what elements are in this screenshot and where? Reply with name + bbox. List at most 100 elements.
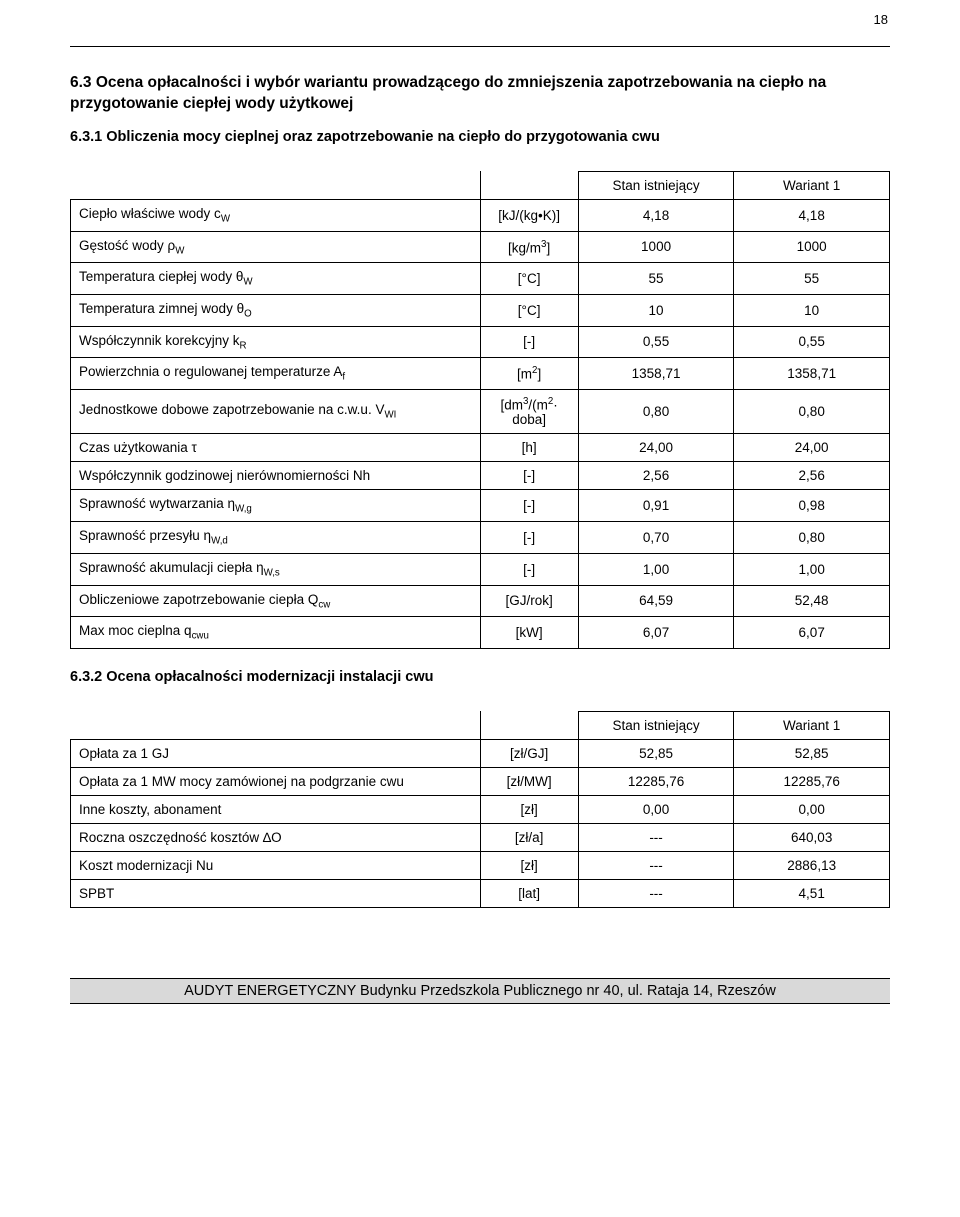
row-label: Opłata za 1 GJ <box>71 739 481 767</box>
row-value-stan: 0,00 <box>578 795 734 823</box>
row-label: Inne koszty, abonament <box>71 795 481 823</box>
table-row: Obliczeniowe zapotrzebowanie ciepła Qcw[… <box>71 585 890 617</box>
row-unit: [zł] <box>480 851 578 879</box>
row-value-wariant: 640,03 <box>734 823 890 851</box>
table-row: Współczynnik korekcyjny kR[-]0,550,55 <box>71 326 890 358</box>
row-value-wariant: 2886,13 <box>734 851 890 879</box>
row-value-stan: 4,18 <box>578 199 734 231</box>
row-value-stan: 2,56 <box>578 462 734 490</box>
row-value-stan: --- <box>578 879 734 907</box>
subsection-1-title: 6.3.1 Obliczenia mocy cieplnej oraz zapo… <box>70 129 890 145</box>
row-unit: [kg/m3] <box>480 231 578 263</box>
row-unit: [zł/a] <box>480 823 578 851</box>
row-value-wariant: 0,55 <box>734 326 890 358</box>
row-value-wariant: 24,00 <box>734 434 890 462</box>
row-value-wariant: 0,80 <box>734 522 890 554</box>
row-label: Ciepło właściwe wody cW <box>71 199 481 231</box>
row-unit: [dm3/(m2·doba] <box>480 389 578 434</box>
row-value-stan: 6,07 <box>578 617 734 649</box>
row-label: Sprawność akumulacji ciepła ηW,s <box>71 553 481 585</box>
row-label: Roczna oszczędność kosztów ∆O <box>71 823 481 851</box>
row-value-wariant: 55 <box>734 263 890 295</box>
row-value-stan: --- <box>578 823 734 851</box>
col-header-stan: Stan istniejący <box>578 171 734 199</box>
row-value-wariant: 1358,71 <box>734 358 890 390</box>
row-label: Powierzchnia o regulowanej temperaturze … <box>71 358 481 390</box>
row-value-wariant: 0,98 <box>734 490 890 522</box>
table-row: Ciepło właściwe wody cW[kJ/(kg•K)]4,184,… <box>71 199 890 231</box>
row-label: Obliczeniowe zapotrzebowanie ciepła Qcw <box>71 585 481 617</box>
table-row: Koszt modernizacji Nu[zł]---2886,13 <box>71 851 890 879</box>
table-row: Sprawność przesyłu ηW,d[-]0,700,80 <box>71 522 890 554</box>
row-value-wariant: 4,51 <box>734 879 890 907</box>
table-row: Temperatura ciepłej wody θW[°C]5555 <box>71 263 890 295</box>
page-number: 18 <box>874 12 888 27</box>
row-value-stan: 24,00 <box>578 434 734 462</box>
row-label: Gęstość wody ρW <box>71 231 481 263</box>
subsection-2-title: 6.3.2 Ocena opłacalności modernizacji in… <box>70 669 890 685</box>
table-row: Współczynnik godzinowej nierównomiernośc… <box>71 462 890 490</box>
row-label: SPBT <box>71 879 481 907</box>
blank-header <box>480 171 578 199</box>
blank-header <box>71 711 481 739</box>
table-row: SPBT[lat]---4,51 <box>71 879 890 907</box>
row-label: Czas użytkowania τ <box>71 434 481 462</box>
row-value-wariant: 4,18 <box>734 199 890 231</box>
row-label: Max moc cieplna qcwu <box>71 617 481 649</box>
row-unit: [h] <box>480 434 578 462</box>
row-label: Sprawność wytwarzania ηW,g <box>71 490 481 522</box>
table-row: Gęstość wody ρW[kg/m3]10001000 <box>71 231 890 263</box>
row-label: Współczynnik godzinowej nierównomiernośc… <box>71 462 481 490</box>
table-row: Inne koszty, abonament[zł]0,000,00 <box>71 795 890 823</box>
row-value-wariant: 52,48 <box>734 585 890 617</box>
row-unit: [zł/MW] <box>480 767 578 795</box>
row-value-stan: 0,80 <box>578 389 734 434</box>
row-label: Współczynnik korekcyjny kR <box>71 326 481 358</box>
row-label: Jednostkowe dobowe zapotrzebowanie na c.… <box>71 389 481 434</box>
row-unit: [-] <box>480 490 578 522</box>
row-value-wariant: 1000 <box>734 231 890 263</box>
row-value-stan: 10 <box>578 294 734 326</box>
row-unit: [°C] <box>480 263 578 295</box>
row-value-wariant: 2,56 <box>734 462 890 490</box>
col-header-stan: Stan istniejący <box>578 711 734 739</box>
row-unit: [°C] <box>480 294 578 326</box>
row-value-stan: 0,55 <box>578 326 734 358</box>
row-label: Opłata za 1 MW mocy zamówionej na podgrz… <box>71 767 481 795</box>
col-header-wariant: Wariant 1 <box>734 711 890 739</box>
row-value-wariant: 10 <box>734 294 890 326</box>
section-title: 6.3 Ocena opłacalności i wybór wariantu … <box>70 73 890 115</box>
table-row: Sprawność akumulacji ciepła ηW,s[-]1,001… <box>71 553 890 585</box>
top-rule <box>70 46 890 47</box>
table-row: Sprawność wytwarzania ηW,g[-]0,910,98 <box>71 490 890 522</box>
row-value-wariant: 12285,76 <box>734 767 890 795</box>
row-value-stan: 0,70 <box>578 522 734 554</box>
table-row: Opłata za 1 MW mocy zamówionej na podgrz… <box>71 767 890 795</box>
blank-header <box>480 711 578 739</box>
table-row: Czas użytkowania τ[h]24,0024,00 <box>71 434 890 462</box>
row-unit: [lat] <box>480 879 578 907</box>
blank-header <box>71 171 481 199</box>
row-value-wariant: 0,00 <box>734 795 890 823</box>
row-unit: [-] <box>480 462 578 490</box>
footer-bar: AUDYT ENERGETYCZNY Budynku Przedszkola P… <box>70 978 890 1004</box>
row-value-wariant: 52,85 <box>734 739 890 767</box>
table-row: Jednostkowe dobowe zapotrzebowanie na c.… <box>71 389 890 434</box>
row-unit: [m2] <box>480 358 578 390</box>
row-value-stan: 1358,71 <box>578 358 734 390</box>
row-value-stan: --- <box>578 851 734 879</box>
row-label: Temperatura ciepłej wody θW <box>71 263 481 295</box>
row-value-wariant: 0,80 <box>734 389 890 434</box>
row-unit: [-] <box>480 326 578 358</box>
table-row: Powierzchnia o regulowanej temperaturze … <box>71 358 890 390</box>
table-row: Roczna oszczędność kosztów ∆O[zł/a]---64… <box>71 823 890 851</box>
row-label: Koszt modernizacji Nu <box>71 851 481 879</box>
row-value-stan: 0,91 <box>578 490 734 522</box>
table-row: Temperatura zimnej wody θO[°C]1010 <box>71 294 890 326</box>
row-value-wariant: 1,00 <box>734 553 890 585</box>
cwu-cost-table: Stan istniejący Wariant 1 Opłata za 1 GJ… <box>70 711 890 908</box>
row-unit: [zł] <box>480 795 578 823</box>
col-header-wariant: Wariant 1 <box>734 171 890 199</box>
row-unit: [GJ/rok] <box>480 585 578 617</box>
table-row: Opłata za 1 GJ[zł/GJ]52,8552,85 <box>71 739 890 767</box>
